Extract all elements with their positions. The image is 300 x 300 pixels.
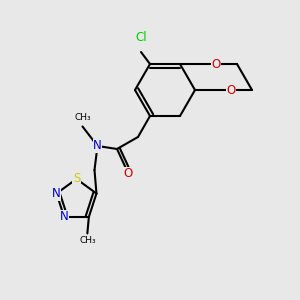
Text: CH₃: CH₃ [79,236,96,245]
Text: S: S [73,172,80,185]
Text: N: N [60,211,68,224]
Text: O: O [212,58,220,70]
Text: O: O [226,83,236,97]
Text: O: O [124,167,133,180]
Text: CH₃: CH₃ [74,113,91,122]
Text: N: N [52,187,61,200]
Text: N: N [93,140,102,152]
Text: Cl: Cl [135,31,147,44]
